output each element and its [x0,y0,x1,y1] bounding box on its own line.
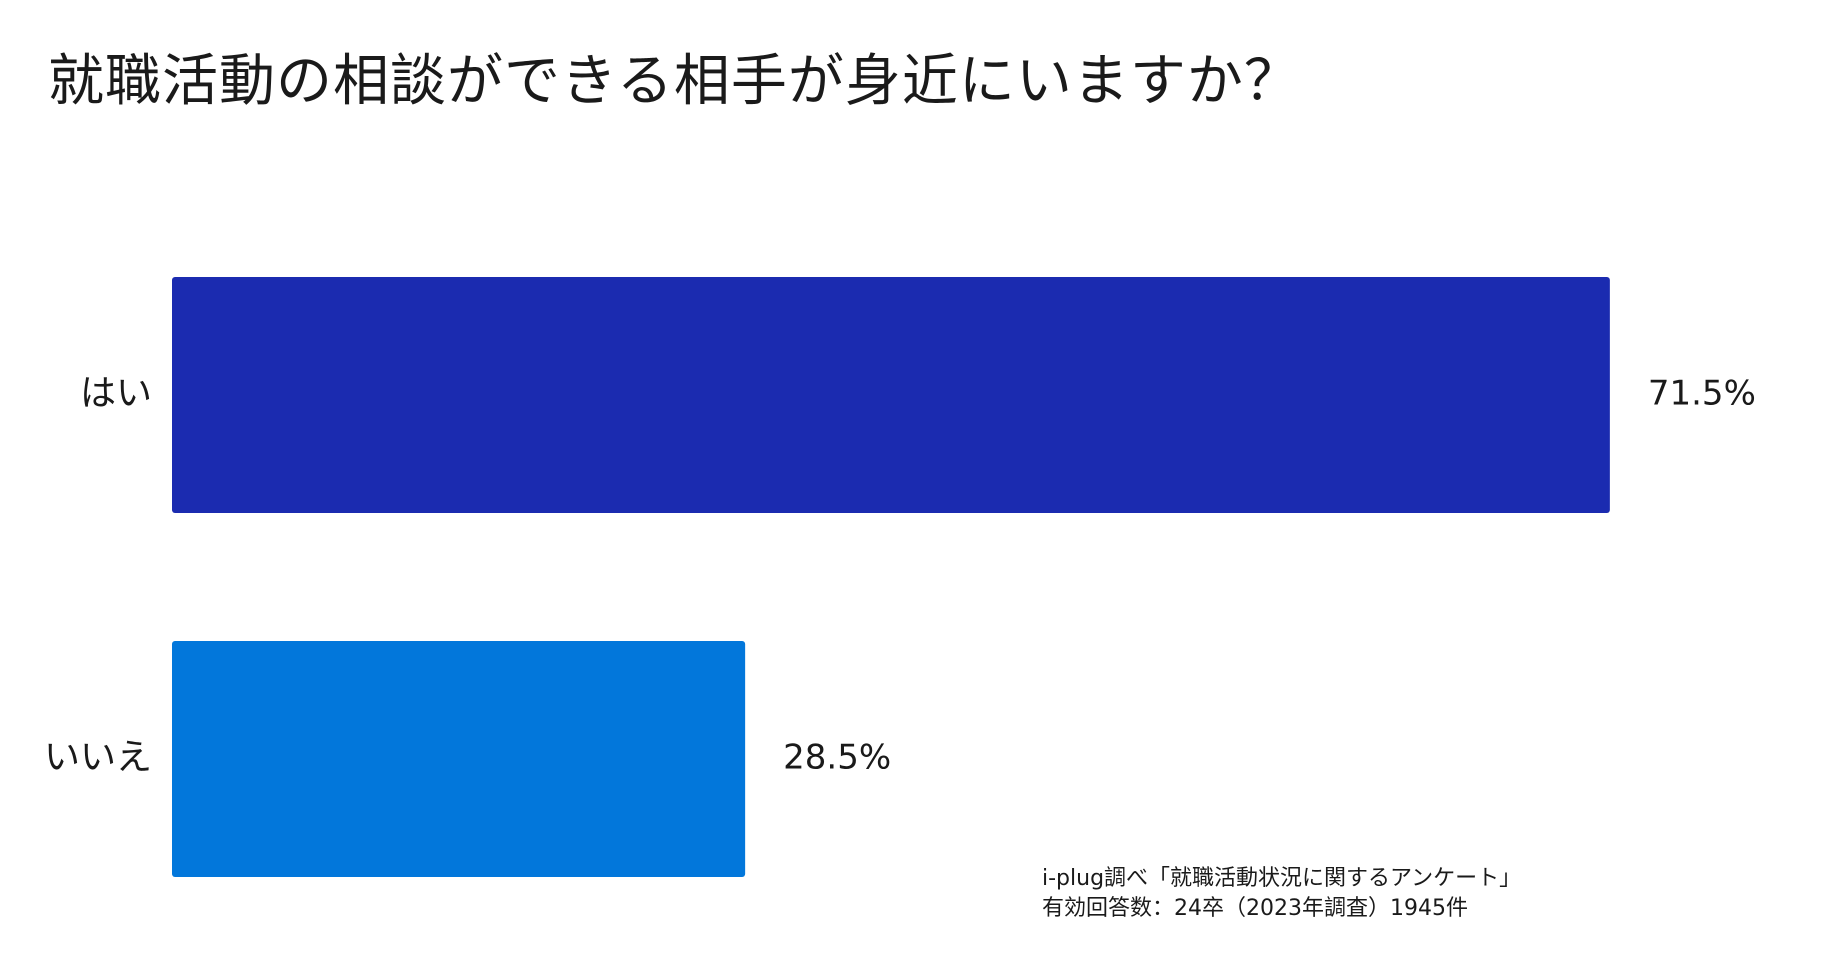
source-line-2: 有効回答数：24卒（2023年調査）1945件 [1042,896,1468,921]
source-note: i-plug調べ「就職活動状況に関するアンケート」 有効回答数：24卒（2023… [1042,864,1521,924]
value-label-1: 28.5% [783,738,891,778]
chart-title: 就職活動の相談ができる相手が身近にいますか？ [48,49,1301,114]
category-label-0: はい [80,373,152,414]
bar-0 [172,277,1610,513]
source-line-1: i-plug調べ「就職活動状況に関するアンケート」 [1042,866,1522,891]
bar-1 [172,641,746,877]
value-label-0: 71.5% [1648,374,1756,414]
category-label-1: いいえ [44,737,152,778]
